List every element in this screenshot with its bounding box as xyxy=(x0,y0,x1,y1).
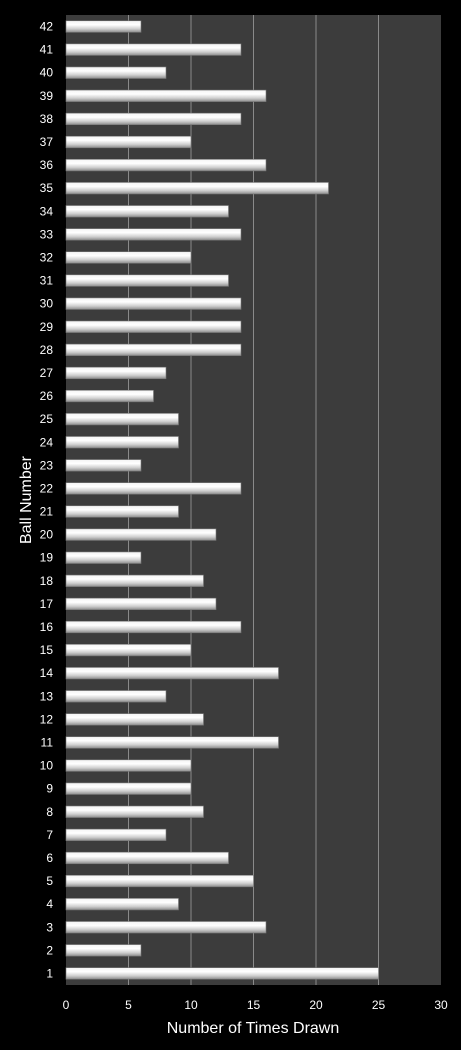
y-tick-label: 36 xyxy=(40,158,54,172)
bar-ball-12 xyxy=(65,713,204,726)
y-tick-label: 16 xyxy=(40,620,54,634)
y-tick-label: 28 xyxy=(40,343,54,357)
bar-ball-29 xyxy=(65,320,242,333)
gridlines xyxy=(128,15,379,985)
y-tick-labels: 1234567891011121314151617181920212223242… xyxy=(40,20,54,981)
y-tick-label: 30 xyxy=(40,297,54,311)
x-axis-title: Number of Times Drawn xyxy=(167,1020,340,1037)
y-tick-label: 4 xyxy=(46,897,53,911)
x-tick-label: 20 xyxy=(309,998,323,1012)
y-tick-label: 10 xyxy=(40,759,54,773)
y-tick-label: 31 xyxy=(40,274,54,288)
y-tick-label: 8 xyxy=(46,805,53,819)
bar-ball-18 xyxy=(65,574,204,587)
bar-ball-21 xyxy=(65,505,179,518)
y-tick-label: 41 xyxy=(40,43,54,57)
y-tick-label: 21 xyxy=(40,505,54,519)
bar-ball-26 xyxy=(65,389,154,403)
bar-ball-28 xyxy=(65,343,242,356)
bar-ball-7 xyxy=(65,828,167,841)
y-tick-label: 27 xyxy=(40,366,54,380)
y-tick-label: 22 xyxy=(40,481,54,495)
bar-ball-27 xyxy=(65,366,167,380)
y-tick-label: 18 xyxy=(40,574,54,588)
bar-ball-13 xyxy=(65,690,167,703)
y-tick-label: 7 xyxy=(46,828,53,842)
y-tick-label: 38 xyxy=(40,112,54,126)
bar-ball-39 xyxy=(65,89,267,102)
x-tick-label: 15 xyxy=(247,998,261,1012)
bar-ball-41 xyxy=(65,43,242,56)
bar-ball-15 xyxy=(65,644,192,657)
y-tick-label: 26 xyxy=(40,389,54,403)
y-tick-label: 9 xyxy=(46,782,53,796)
y-tick-label: 37 xyxy=(40,135,54,149)
bar-ball-33 xyxy=(65,228,242,241)
y-tick-label: 25 xyxy=(40,412,54,426)
bar-ball-38 xyxy=(65,112,242,126)
y-tick-label: 40 xyxy=(40,66,54,80)
y-tick-label: 14 xyxy=(40,666,54,680)
y-tick-label: 6 xyxy=(46,851,53,865)
y-tick-label: 15 xyxy=(40,643,54,657)
y-tick-label: 5 xyxy=(46,874,53,888)
bar-ball-35 xyxy=(65,182,329,195)
bar-ball-34 xyxy=(65,205,229,218)
bars xyxy=(65,20,379,980)
y-tick-label: 2 xyxy=(46,943,53,957)
y-tick-label: 42 xyxy=(40,20,54,34)
bar-ball-2 xyxy=(65,944,142,957)
y-tick-label: 12 xyxy=(40,712,54,726)
bar-ball-9 xyxy=(65,782,192,795)
bar-ball-10 xyxy=(65,759,192,772)
x-tick-label: 10 xyxy=(184,998,198,1012)
y-tick-label: 20 xyxy=(40,528,54,542)
y-tick-label: 1 xyxy=(46,966,53,980)
bar-ball-42 xyxy=(65,20,142,33)
bar-ball-25 xyxy=(65,413,179,426)
y-tick-label: 19 xyxy=(40,551,54,565)
bar-ball-22 xyxy=(65,482,242,495)
bar-ball-14 xyxy=(65,667,279,680)
y-tick-label: 17 xyxy=(40,597,54,611)
bar-ball-3 xyxy=(65,921,267,934)
x-tick-label: 0 xyxy=(63,998,70,1012)
bar-ball-37 xyxy=(65,135,192,149)
bar-ball-19 xyxy=(65,551,142,564)
y-tick-label: 32 xyxy=(40,251,54,265)
bar-ball-36 xyxy=(65,159,267,172)
y-tick-label: 35 xyxy=(40,181,54,195)
bar-ball-16 xyxy=(65,620,242,634)
x-tick-labels: 0 5 10 15 20 25 30 xyxy=(63,998,448,1012)
x-tick-label: 5 xyxy=(125,998,132,1012)
bar-ball-24 xyxy=(65,436,179,449)
bar-ball-31 xyxy=(65,274,229,287)
bar-ball-4 xyxy=(65,898,179,911)
bar-ball-20 xyxy=(65,528,217,541)
y-tick-label: 23 xyxy=(40,458,54,472)
bar-ball-1 xyxy=(65,967,379,980)
x-tick-label: 25 xyxy=(372,998,386,1012)
y-axis-title: Ball Number xyxy=(18,455,35,544)
bar-ball-23 xyxy=(65,459,142,472)
y-tick-label: 33 xyxy=(40,227,54,241)
y-tick-label: 3 xyxy=(46,920,53,934)
bar-ball-6 xyxy=(65,851,229,865)
bar-ball-32 xyxy=(65,251,192,264)
bar-ball-30 xyxy=(65,297,242,310)
y-tick-label: 39 xyxy=(40,89,54,103)
bar-ball-8 xyxy=(65,805,204,818)
y-tick-label: 13 xyxy=(40,689,54,703)
y-tick-label: 34 xyxy=(40,204,54,218)
bar-ball-40 xyxy=(65,66,167,79)
y-tick-label: 11 xyxy=(41,736,54,750)
x-tick-label: 30 xyxy=(434,998,448,1012)
bar-ball-5 xyxy=(65,874,254,888)
bar-ball-11 xyxy=(65,736,279,749)
y-tick-label: 29 xyxy=(40,320,54,334)
y-tick-label: 24 xyxy=(40,435,54,449)
bar-ball-17 xyxy=(65,597,217,611)
